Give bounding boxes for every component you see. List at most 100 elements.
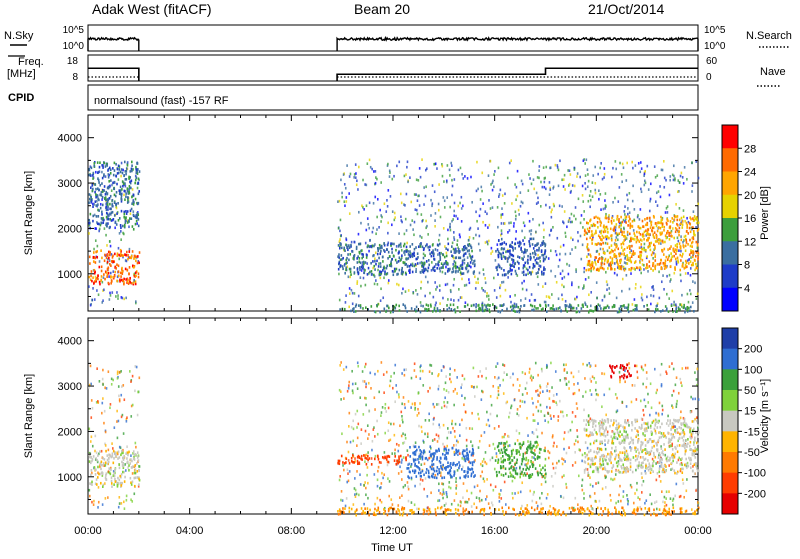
data-cell: [123, 190, 125, 193]
data-cell: [676, 223, 678, 226]
data-cell: [425, 269, 427, 272]
scatter-cell: [661, 385, 663, 388]
data-cell: [624, 269, 626, 272]
scatter-cell: [480, 208, 482, 211]
scatter-cell: [587, 173, 589, 176]
data-cell: [406, 250, 408, 253]
data-cell: [121, 484, 123, 487]
data-cell: [120, 272, 122, 275]
data-cell: [658, 242, 660, 245]
scatter-cell: [102, 397, 104, 400]
scatter-cell: [453, 278, 455, 281]
data-cell: [658, 226, 660, 229]
scatter-cell: [622, 278, 624, 281]
data-cell: [106, 164, 108, 167]
data-cell: [676, 219, 678, 222]
scatter-cell: [91, 435, 93, 438]
scatter-cell: [411, 501, 413, 504]
scatter-cell: [378, 466, 380, 469]
data-cell: [536, 257, 538, 260]
scatter-cell: [669, 280, 671, 283]
scatter-cell: [599, 167, 601, 170]
data-cell: [116, 183, 118, 186]
scatter-cell: [445, 266, 447, 269]
scatter-cell: [376, 216, 378, 219]
scatter-cell: [590, 417, 592, 420]
scatter-cell: [457, 453, 459, 456]
data-cell: [366, 256, 368, 259]
data-cell: [341, 455, 343, 458]
scatter-cell: [643, 264, 645, 267]
data-cell: [616, 255, 618, 258]
scatter-cell: [589, 365, 591, 368]
data-cell: [644, 231, 646, 234]
data-cell: [678, 308, 680, 311]
scatter-cell: [408, 488, 410, 491]
scatter-cell: [374, 196, 376, 199]
scatter-cell: [584, 377, 586, 380]
scatter-cell: [490, 183, 492, 186]
scatter-cell: [667, 211, 669, 214]
scatter-cell: [339, 479, 341, 482]
scatter-cell: [582, 363, 584, 366]
scatter-cell: [673, 179, 675, 182]
data-cell: [536, 272, 538, 275]
data-cell: [463, 449, 465, 452]
scatter-cell: [418, 392, 420, 395]
data-cell: [361, 249, 363, 252]
scatter-cell: [381, 482, 383, 485]
data-cell: [99, 161, 101, 164]
data-cell: [120, 226, 122, 229]
scatter-cell: [657, 204, 659, 207]
data-cell: [398, 458, 400, 461]
scatter-cell: [659, 185, 661, 188]
data-cell: [536, 249, 538, 252]
scatter-cell: [576, 407, 578, 410]
data-cell: [608, 220, 610, 223]
data-cell: [424, 308, 426, 311]
scatter-cell: [102, 369, 104, 372]
data-cell: [409, 250, 411, 253]
scatter-cell: [654, 501, 656, 504]
scatter-cell: [690, 256, 692, 259]
scatter-cell: [434, 281, 436, 284]
data-cell: [122, 457, 124, 460]
scatter-cell: [414, 362, 416, 365]
data-cell: [694, 215, 696, 218]
scatter-cell: [490, 413, 492, 416]
scatter-cell: [542, 186, 544, 189]
data-cell: [686, 230, 688, 233]
scatter-cell: [677, 236, 679, 239]
data-cell: [511, 309, 513, 312]
data-cell: [679, 254, 681, 257]
data-cell: [450, 250, 452, 253]
data-cell: [369, 245, 371, 248]
scatter-cell: [539, 392, 541, 395]
data-cell: [433, 453, 435, 456]
scatter-cell: [681, 294, 683, 297]
scatter-cell: [461, 196, 463, 199]
scatter-cell: [387, 242, 389, 245]
scatter-cell: [455, 477, 457, 480]
scatter-cell: [443, 388, 445, 391]
scatter-cell: [338, 273, 340, 276]
data-cell: [447, 243, 449, 246]
scatter-cell: [619, 186, 621, 189]
data-cell: [413, 252, 415, 255]
data-cell: [101, 194, 103, 197]
data-cell: [99, 184, 101, 187]
data-cell: [646, 263, 648, 266]
data-cell: [104, 185, 106, 188]
data-cell: [433, 463, 435, 466]
scatter-cell: [502, 194, 504, 197]
data-cell: [388, 307, 390, 310]
data-cell: [121, 461, 123, 464]
data-cell: [669, 260, 671, 263]
scatter-cell: [404, 233, 406, 236]
data-cell: [96, 483, 98, 486]
scatter-cell: [94, 450, 96, 453]
scatter-cell: [675, 384, 677, 387]
data-cell: [471, 467, 473, 470]
data-cell: [534, 265, 536, 268]
scatter-cell: [605, 204, 607, 207]
